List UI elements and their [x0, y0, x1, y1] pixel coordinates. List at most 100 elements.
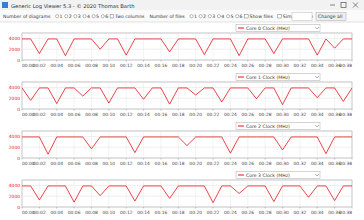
radio-button[interactable]: [101, 15, 104, 18]
x-tick-label: 00:14: [137, 210, 150, 215]
grid-line: [317, 131, 318, 158]
x-tick-label: 00:28: [259, 210, 272, 215]
y-tick-label: 0: [17, 58, 20, 63]
x-tick-label: 00:16: [155, 210, 168, 215]
legend-combobox[interactable]: [236, 25, 320, 32]
x-tick: [230, 207, 231, 209]
x-tick: [299, 60, 300, 62]
grid-line: [265, 180, 266, 207]
grid-line: [247, 82, 248, 109]
grid-line: [265, 131, 266, 158]
series-line: [22, 39, 352, 56]
x-tick: [56, 60, 57, 62]
grid-line: [299, 180, 300, 207]
x-tick: [22, 60, 23, 62]
grid-line: [22, 158, 352, 159]
grid-line: [126, 82, 127, 109]
legend-swatch: [238, 126, 244, 127]
grid-line: [334, 82, 335, 109]
radio-button[interactable]: [208, 15, 211, 18]
toolbar-dropdown[interactable]: [292, 13, 312, 21]
checkbox[interactable]: [245, 14, 249, 18]
x-tick-label: 00:02: [33, 112, 46, 117]
grid-line: [74, 82, 75, 109]
x-tick: [230, 158, 231, 160]
radio-button[interactable]: [217, 15, 220, 18]
y-tick-label: 4000: [9, 134, 20, 139]
legend-swatch: [238, 175, 244, 176]
x-tick-label: 00:16: [155, 161, 168, 166]
x-tick-label: 00:34: [311, 112, 324, 117]
x-tick-label: 00:04: [50, 210, 63, 215]
grid-line: [230, 131, 231, 158]
legend-swatch: [238, 77, 244, 78]
x-tick: [195, 207, 196, 209]
x-tick-label: 00:12: [120, 210, 133, 215]
x-tick: [178, 60, 179, 62]
x-tick-label: 00:14: [137, 161, 150, 166]
close-button[interactable]: [353, 3, 358, 8]
minimize-button[interactable]: [330, 5, 335, 6]
x-tick: [195, 158, 196, 160]
x-tick: [108, 158, 109, 160]
grid-line: [352, 33, 353, 60]
x-tick: [282, 207, 283, 209]
grid-line: [39, 82, 40, 109]
x-tick: [213, 60, 214, 62]
radio-button[interactable]: [236, 15, 239, 18]
x-tick-label: 00:24: [224, 161, 237, 166]
x-tick-label: 00:04: [50, 63, 63, 68]
grid-line: [143, 33, 144, 60]
y-tick-label: 2000: [9, 96, 20, 101]
x-tick: [22, 158, 23, 160]
x-tick: [317, 109, 318, 111]
x-tick: [74, 207, 75, 209]
change-all-button[interactable]: [316, 13, 346, 21]
x-tick-label: 00:06: [68, 210, 81, 215]
plot-frame: [22, 82, 352, 109]
x-tick: [282, 158, 283, 160]
grid-line: [126, 180, 127, 207]
grid-line: [282, 131, 283, 158]
x-tick: [39, 207, 40, 209]
grid-line: [22, 147, 352, 148]
radio-button[interactable]: [199, 15, 202, 18]
plot-frame: [22, 33, 352, 60]
grid-line: [195, 33, 196, 60]
checkbox[interactable]: [278, 14, 282, 18]
grid-line: [22, 82, 23, 109]
radio-button[interactable]: [226, 15, 229, 18]
x-tick-label: 00:10: [103, 112, 116, 117]
x-tick: [74, 158, 75, 160]
x-tick-label: 00:04: [50, 112, 63, 117]
x-tick: [178, 109, 179, 111]
toolbar: [0, 10, 364, 22]
y-tick-label: 4000: [9, 36, 20, 41]
x-tick: [91, 158, 92, 160]
grid-line: [91, 33, 92, 60]
x-tick: [352, 158, 353, 160]
legend-combobox[interactable]: [236, 123, 320, 130]
grid-line: [74, 180, 75, 207]
grid-line: [160, 180, 161, 207]
x-tick: [352, 109, 353, 111]
radio-button[interactable]: [65, 15, 68, 18]
radio-button[interactable]: [92, 15, 95, 18]
maximize-button[interactable]: [341, 3, 346, 8]
grid-line: [178, 33, 179, 60]
x-tick: [74, 109, 75, 111]
legend-combobox[interactable]: [236, 172, 320, 179]
radio-button[interactable]: [190, 15, 193, 18]
radio-button[interactable]: [83, 15, 86, 18]
grid-line: [91, 131, 92, 158]
x-tick: [143, 158, 144, 160]
x-tick-label: 00:18: [172, 210, 185, 215]
grid-line: [108, 82, 109, 109]
checkbox[interactable]: [110, 14, 114, 18]
grid-line: [352, 131, 353, 158]
x-tick: [282, 109, 283, 111]
legend-combobox[interactable]: [236, 74, 320, 81]
x-tick: [126, 207, 127, 209]
radio-button[interactable]: [74, 15, 77, 18]
radio-button[interactable]: [55, 15, 58, 18]
